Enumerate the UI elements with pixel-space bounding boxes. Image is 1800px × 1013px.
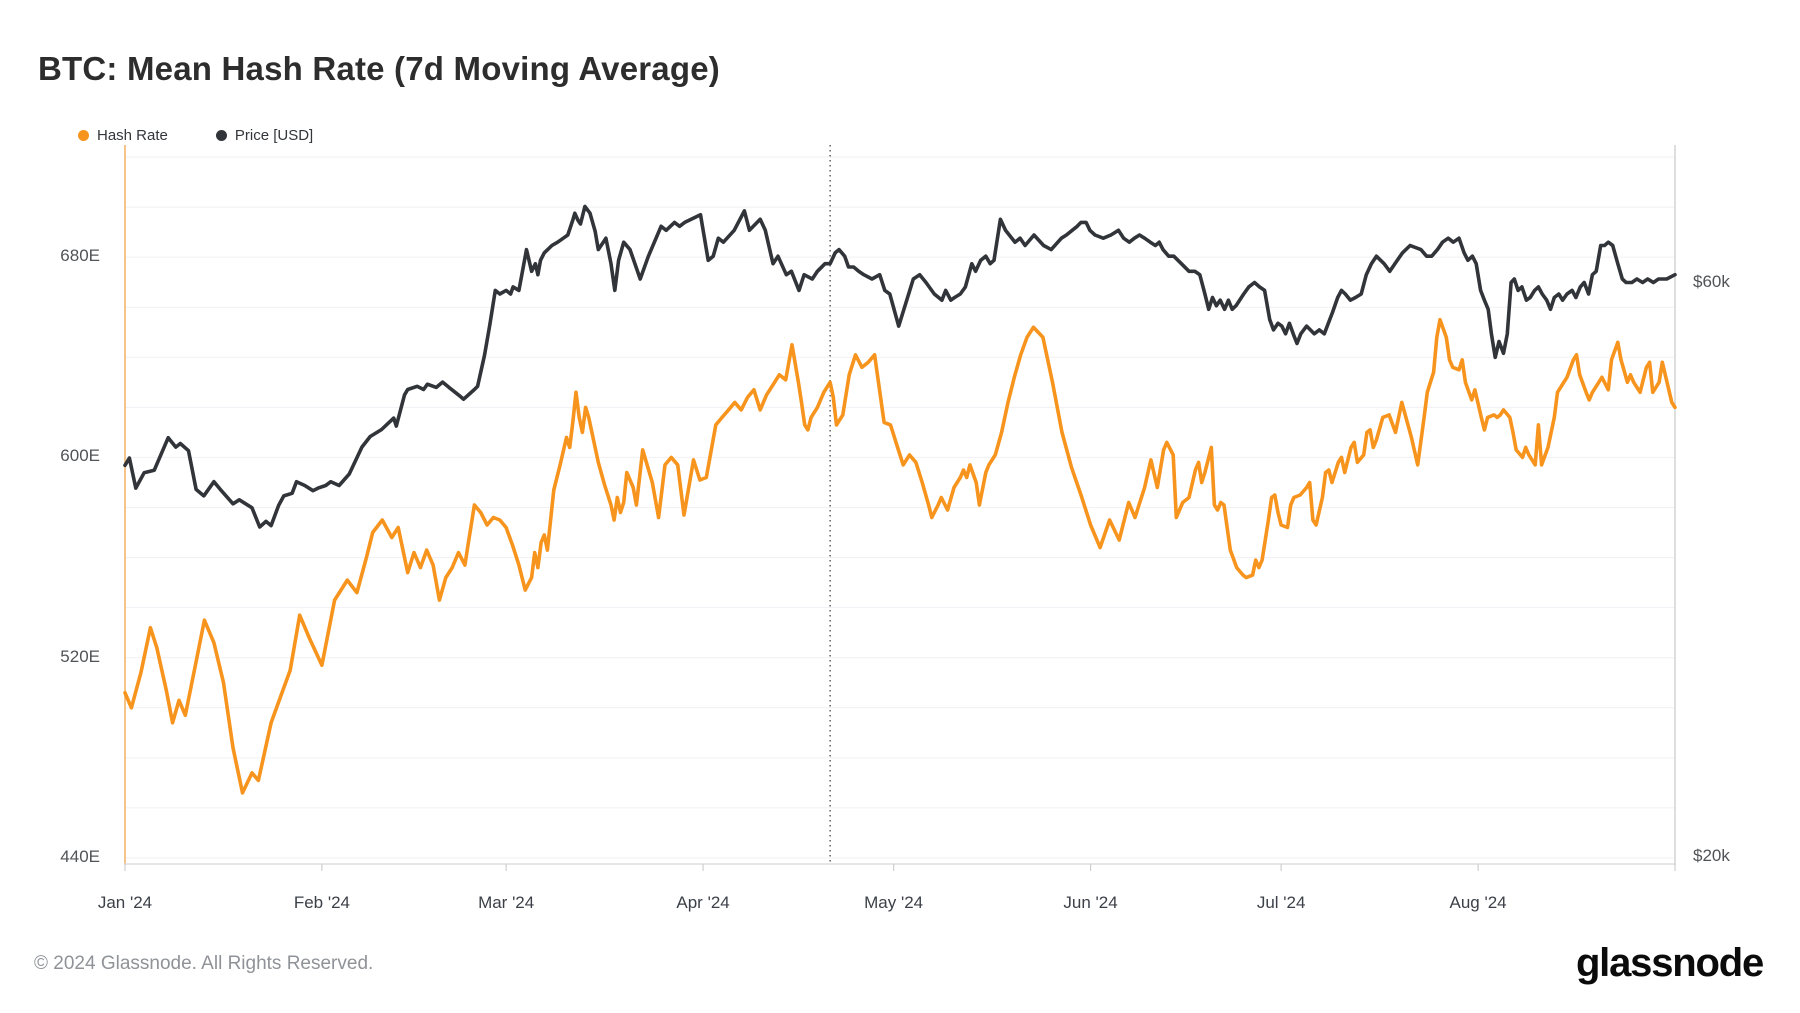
legend-label-price: Price [USD] — [234, 127, 314, 144]
page-title: BTC: Mean Hash Rate (7d Moving Average) — [38, 50, 720, 87]
x-axis-label: Jan '24 — [97, 893, 153, 912]
y-axis-label-right: $20k — [1693, 846, 1730, 866]
x-axis-label: Apr '24 — [676, 893, 730, 912]
y-axis-label-left: 680E — [60, 246, 100, 266]
y-axis-label-left: 520E — [60, 646, 100, 666]
legend-label-hash-rate: Hash Rate — [97, 127, 168, 144]
x-axis-label: Jun '24 — [1063, 893, 1118, 912]
hash-rate-legend-dot-icon — [78, 130, 89, 141]
legend-item-price[interactable]: Price [USD] — [215, 127, 314, 144]
y-axis-label-right: $60k — [1693, 271, 1730, 291]
y-axis-label-left: 440E — [60, 846, 100, 866]
footer-copyright: © 2024 Glassnode. All Rights Reserved. — [34, 953, 374, 974]
legend-item-hash-rate[interactable]: Hash Rate — [78, 127, 168, 144]
glassnode-logo: glassnode — [1575, 941, 1764, 985]
x-axis-label: Mar '24 — [478, 893, 535, 912]
price-legend-dot-icon — [215, 130, 227, 141]
price-line — [123, 204, 1677, 529]
legend: Hash Rate Price [USD] — [78, 127, 313, 144]
x-axis-label: Jul '24 — [1256, 893, 1306, 912]
y-axis-label-left: 600E — [60, 446, 100, 466]
x-axis-label: Aug '24 — [1449, 893, 1507, 912]
x-axis-label: Feb '24 — [293, 893, 351, 912]
x-axis-label: May '24 — [864, 893, 924, 912]
hash-rate-line — [123, 317, 1677, 795]
